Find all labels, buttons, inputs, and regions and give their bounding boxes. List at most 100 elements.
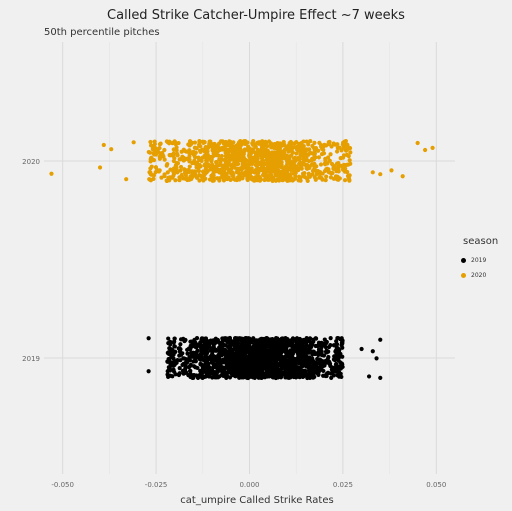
data-point-2019 — [234, 350, 239, 356]
data-point-2020 — [341, 162, 347, 167]
data-point-2019 — [166, 336, 171, 341]
data-point-2020 — [159, 175, 164, 180]
data-point-2020 — [193, 173, 198, 178]
data-point-2019 — [300, 360, 306, 365]
data-point-2020 — [204, 163, 210, 168]
data-point-2020 — [230, 162, 235, 167]
data-point-2020 — [274, 146, 279, 151]
data-point-2019 — [226, 345, 232, 350]
data-point-2019 — [241, 352, 246, 357]
x-tick-labels: -0.050 -0.025 0.000 0.025 0.050 — [51, 481, 446, 489]
data-point-2019 — [185, 360, 190, 365]
data-point-2019 — [338, 351, 343, 356]
data-point-2020 — [252, 170, 257, 175]
data-point-2019 — [332, 358, 338, 363]
data-point-2019 — [195, 375, 201, 381]
data-point-2019 — [275, 372, 281, 377]
chart-title: Called Strike Catcher-Umpire Effect ~7 w… — [107, 8, 405, 23]
data-point-2020 — [178, 168, 183, 173]
data-point-2020 — [148, 166, 153, 171]
data-point-2020 — [165, 170, 170, 175]
data-point-2020 — [190, 140, 195, 146]
data-point-2020 — [335, 145, 340, 151]
data-point-2020 — [239, 153, 244, 158]
data-point-2019 — [227, 375, 233, 380]
data-point-2020 — [273, 172, 278, 177]
data-point-2019 — [190, 375, 195, 380]
data-point-2020 — [300, 174, 306, 179]
data-point-2020 — [214, 159, 219, 165]
legend-label-2019: 2019 — [471, 257, 487, 264]
data-point-2020 — [327, 158, 332, 163]
data-point-2020 — [153, 165, 159, 170]
data-point-2020 — [240, 166, 246, 171]
data-point-2020 — [292, 176, 298, 181]
data-point-2020 — [109, 147, 114, 152]
data-point-2019 — [280, 337, 285, 342]
data-point-2019 — [340, 341, 345, 346]
data-point-2019 — [193, 344, 198, 349]
data-point-2020 — [212, 141, 217, 147]
data-point-2020 — [335, 149, 340, 154]
data-point-2019 — [289, 360, 294, 366]
data-point-2020 — [171, 158, 176, 164]
data-point-2019 — [245, 347, 250, 352]
data-point-2019 — [172, 362, 177, 367]
data-point-2020 — [235, 168, 240, 173]
data-point-2020 — [231, 174, 236, 180]
data-point-2020 — [208, 139, 213, 144]
data-point-2020 — [187, 177, 192, 182]
data-point-2019 — [171, 340, 176, 345]
data-point-2020 — [164, 178, 169, 184]
data-point-2020 — [151, 143, 156, 148]
data-point-2019 — [177, 353, 182, 358]
data-point-2020 — [201, 169, 206, 174]
data-point-2020 — [323, 178, 328, 183]
data-point-2020 — [304, 139, 309, 144]
data-point-2019 — [276, 348, 281, 354]
data-point-2019 — [209, 346, 214, 351]
data-point-2019 — [307, 361, 312, 366]
x-tick-label: 0.025 — [333, 481, 353, 489]
data-point-2020 — [319, 175, 324, 181]
data-point-2020 — [294, 147, 299, 152]
data-point-2020 — [303, 151, 308, 157]
data-point-2019 — [210, 349, 215, 354]
data-point-2019 — [261, 342, 266, 347]
legend-swatch-2020 — [461, 273, 466, 278]
data-point-2019 — [218, 346, 223, 352]
data-point-2020 — [174, 148, 179, 153]
data-point-2019 — [281, 355, 286, 360]
data-point-2019 — [246, 375, 251, 381]
data-point-2020 — [320, 146, 325, 152]
data-point-2019 — [316, 357, 321, 362]
data-point-2019 — [262, 356, 267, 361]
data-point-2020 — [200, 139, 205, 144]
data-point-2020 — [272, 160, 277, 165]
data-point-2019 — [281, 360, 286, 365]
data-point-2020 — [175, 151, 180, 156]
y-tick-labels: 2019 2020 — [22, 158, 40, 363]
data-point-2019 — [333, 362, 339, 367]
data-point-2019 — [273, 357, 278, 362]
data-point-2019 — [178, 358, 183, 363]
data-point-2020 — [211, 151, 216, 156]
data-point-2019 — [192, 340, 197, 346]
data-point-2019 — [146, 336, 151, 341]
data-point-2019 — [166, 373, 172, 378]
data-point-2019 — [199, 371, 204, 376]
y-tick-label: 2019 — [22, 355, 40, 363]
data-point-2020 — [312, 154, 317, 159]
data-point-2019 — [243, 337, 248, 342]
data-point-2019 — [296, 370, 301, 375]
data-point-2020 — [187, 159, 192, 164]
data-point-2020 — [171, 166, 177, 171]
data-point-2019 — [324, 373, 329, 379]
data-point-2020 — [331, 176, 336, 181]
data-point-2020 — [264, 140, 269, 145]
data-point-2020 — [307, 174, 312, 179]
data-point-2019 — [226, 366, 231, 371]
data-point-2019 — [167, 359, 172, 364]
data-point-2019 — [199, 362, 205, 367]
